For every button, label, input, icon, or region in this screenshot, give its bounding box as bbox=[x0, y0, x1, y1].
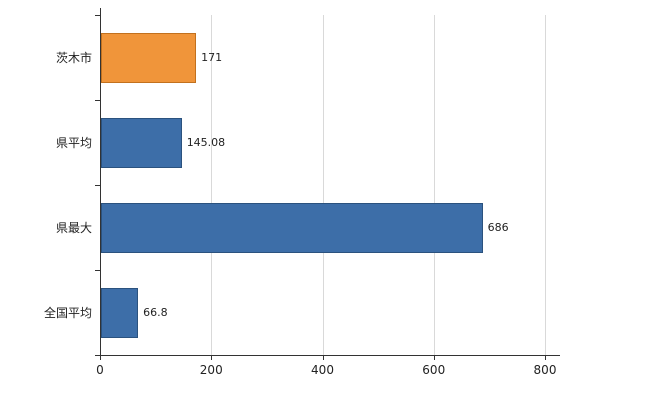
vertical-gridline bbox=[322, 15, 324, 355]
y-axis-tick bbox=[95, 355, 100, 356]
category-label: 全国平均 bbox=[43, 306, 92, 320]
vertical-gridline bbox=[433, 15, 435, 355]
x-axis-tick-label: 0 bbox=[96, 363, 104, 377]
bar-value-label: 66.8 bbox=[143, 306, 168, 319]
y-axis-tick bbox=[95, 270, 100, 271]
bar-1 bbox=[101, 117, 182, 168]
bar-2 bbox=[101, 202, 483, 253]
x-axis-tick-label: 200 bbox=[199, 363, 223, 377]
vertical-gridline bbox=[545, 15, 546, 355]
y-axis-tick bbox=[95, 100, 100, 101]
bar-value-label: 145.08 bbox=[186, 136, 226, 149]
bar-0 bbox=[101, 32, 197, 83]
bar-value-label: 686 bbox=[487, 221, 509, 234]
x-axis-tick bbox=[545, 355, 546, 360]
y-axis-line bbox=[100, 8, 101, 355]
category-label: 県平均 bbox=[55, 136, 92, 150]
x-axis-tick bbox=[211, 355, 213, 360]
x-axis-tick-label: 800 bbox=[533, 363, 557, 377]
y-axis-tick bbox=[95, 15, 100, 16]
x-axis-tick bbox=[322, 355, 324, 360]
x-axis-tick bbox=[433, 355, 435, 360]
x-axis-line bbox=[100, 355, 560, 356]
bar-value-label: 171 bbox=[201, 51, 223, 64]
category-label: 県最大 bbox=[55, 221, 92, 235]
bar-3 bbox=[101, 287, 139, 338]
x-axis-tick bbox=[100, 355, 101, 360]
category-label: 茨木市 bbox=[55, 51, 92, 65]
vertical-gridline bbox=[211, 15, 213, 355]
x-axis-tick-label: 400 bbox=[311, 363, 334, 377]
x-axis-tick-label: 600 bbox=[422, 363, 446, 377]
y-axis-tick bbox=[95, 185, 100, 186]
